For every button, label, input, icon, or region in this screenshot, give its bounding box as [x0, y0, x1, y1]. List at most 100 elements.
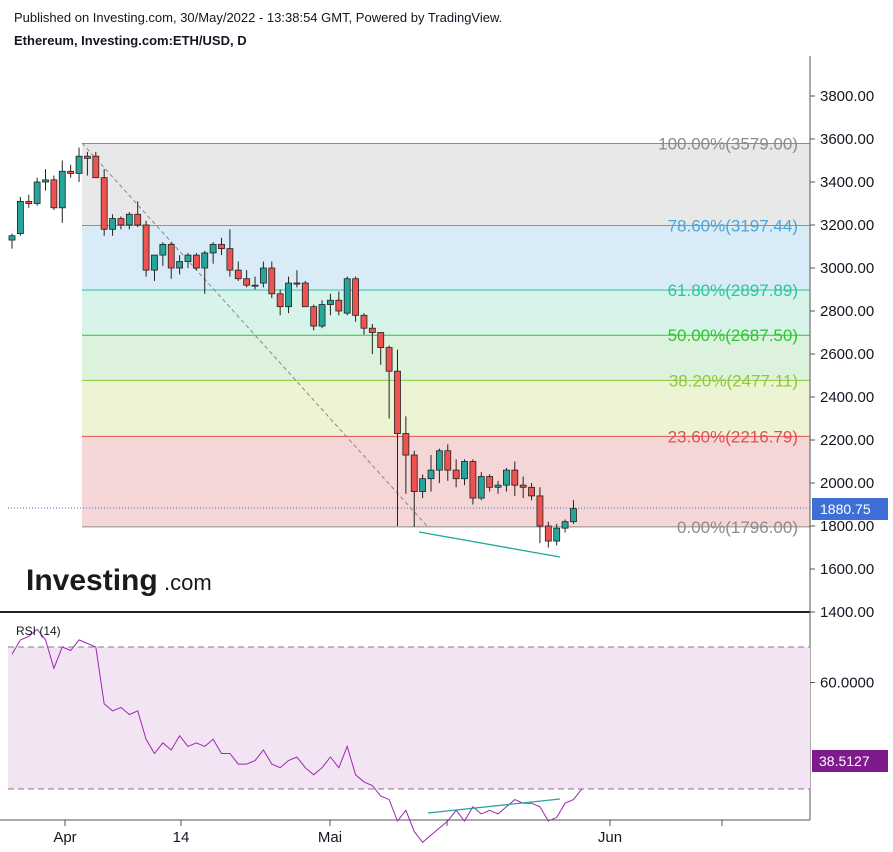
candle-body	[444, 450, 452, 471]
candle-body	[368, 327, 376, 333]
candle-body	[92, 155, 100, 179]
candle-body	[327, 299, 334, 305]
y-tick-label: 2600.00	[820, 346, 874, 363]
candle-body	[452, 469, 460, 480]
candle-body	[42, 179, 49, 183]
candle-body	[553, 527, 561, 542]
investing-logo: Investing .com	[26, 564, 212, 597]
divergence-line-price	[418, 531, 561, 558]
x-tick-label: Apr	[53, 829, 76, 846]
candle-body	[50, 179, 58, 209]
candle-body	[75, 155, 83, 174]
candle-body	[301, 282, 309, 308]
y-tick-label: 2200.00	[820, 432, 874, 449]
candle-body	[544, 525, 552, 542]
y-tick-label: 3800.00	[820, 88, 874, 105]
fib-zone	[82, 143, 810, 226]
y-tick-label: 1600.00	[820, 561, 874, 578]
fib-label: 0.00%(1796.00)	[677, 518, 798, 537]
y-tick-label: 3000.00	[820, 260, 874, 277]
time-axis: Apr 14 Mai Jun	[53, 820, 723, 846]
rsi-series-line	[11, 628, 583, 844]
candles	[8, 147, 577, 548]
candle-body	[142, 224, 150, 271]
candle-body	[494, 484, 502, 488]
candle-body	[276, 293, 284, 308]
candle-body	[435, 450, 443, 471]
fib-zone	[82, 289, 810, 336]
fib-label: 100.00%(3579.00)	[658, 135, 798, 154]
candle-body	[461, 461, 468, 480]
candle-body	[318, 304, 326, 327]
candle-body	[528, 486, 535, 497]
fib-label: 78.60%(3197.44)	[668, 217, 798, 236]
rsi-value-tag: 38.5127	[812, 750, 888, 772]
candle-body	[109, 218, 116, 230]
fib-zone	[82, 380, 810, 437]
rsi-band	[8, 647, 810, 789]
candle-body	[486, 476, 494, 488]
candle-body	[226, 248, 234, 271]
x-tick-label: Jun	[598, 829, 622, 846]
candle-body	[218, 243, 225, 250]
candle-body	[259, 267, 267, 284]
candle-body	[16, 200, 24, 235]
candle-body	[335, 299, 343, 312]
x-tick-label: 14	[173, 829, 190, 846]
rsi-tick-label: 60.0000	[820, 675, 874, 692]
fib-label: 38.20%(2477.11)	[669, 371, 798, 390]
fib-trend-line	[81, 142, 428, 527]
candle-body	[402, 433, 410, 456]
y-tick-label: 3200.00	[820, 217, 874, 234]
y-tick-label: 1400.00	[820, 604, 874, 621]
candle-body	[293, 282, 301, 285]
candle-body	[33, 181, 41, 204]
candle-body	[167, 243, 175, 269]
last-price-label: 1880.75	[820, 501, 871, 517]
rsi-pane: RSI (14) 60.0000	[8, 624, 874, 844]
candle-body	[84, 155, 91, 159]
candle-body	[394, 370, 401, 434]
price-axis: 1400.00 1600.00 1800.00 2000.00 2200.00 2400.…	[810, 88, 874, 621]
candle-body	[8, 235, 16, 241]
y-tick-label: 3400.00	[820, 174, 874, 191]
rsi-title: RSI (14)	[16, 624, 61, 638]
candle-body	[310, 306, 318, 327]
y-tick-label: 2400.00	[820, 389, 874, 406]
candle-body	[561, 521, 569, 529]
candle-body	[519, 484, 527, 488]
fibonacci-lines: 0.00%(1796.00) 23.60%(2216.79) 38.20%(2477…	[82, 135, 810, 537]
last-price-tag: 1880.75	[812, 498, 888, 520]
candle-body	[511, 469, 519, 486]
candle-body	[151, 254, 158, 271]
y-tick-label: 2800.00	[820, 303, 874, 320]
candle-body	[419, 478, 427, 493]
candle-body	[243, 278, 251, 286]
published-info: Published on Investing.com, 30/May/2022 …	[14, 10, 503, 25]
fib-zone	[82, 335, 810, 381]
candle-body	[25, 200, 33, 204]
candle-body	[410, 454, 418, 492]
candle-body	[570, 508, 577, 523]
candle-body	[184, 254, 192, 262]
candle-body	[477, 476, 485, 499]
candle-body	[469, 461, 477, 499]
candle-body	[192, 254, 200, 269]
rsi-value-label: 38.5127	[819, 753, 870, 769]
candle-body	[352, 278, 359, 316]
rsi-axis: 60.0000	[810, 675, 874, 692]
y-tick-label: 3600.00	[820, 131, 874, 148]
y-tick-label: 1800.00	[820, 518, 874, 535]
fib-zone	[82, 436, 810, 527]
candle-body	[100, 177, 108, 230]
y-tick-label: 2000.00	[820, 475, 874, 492]
candle-body	[134, 213, 142, 226]
candle-body	[67, 170, 75, 174]
fib-label: 61.80%(2897.89)	[668, 281, 798, 300]
candle-body	[536, 495, 544, 527]
candle-body	[117, 218, 125, 226]
fib-label: 50.00%(2687.50)	[668, 326, 798, 345]
candle-body	[251, 284, 259, 287]
candle-body	[209, 243, 217, 254]
